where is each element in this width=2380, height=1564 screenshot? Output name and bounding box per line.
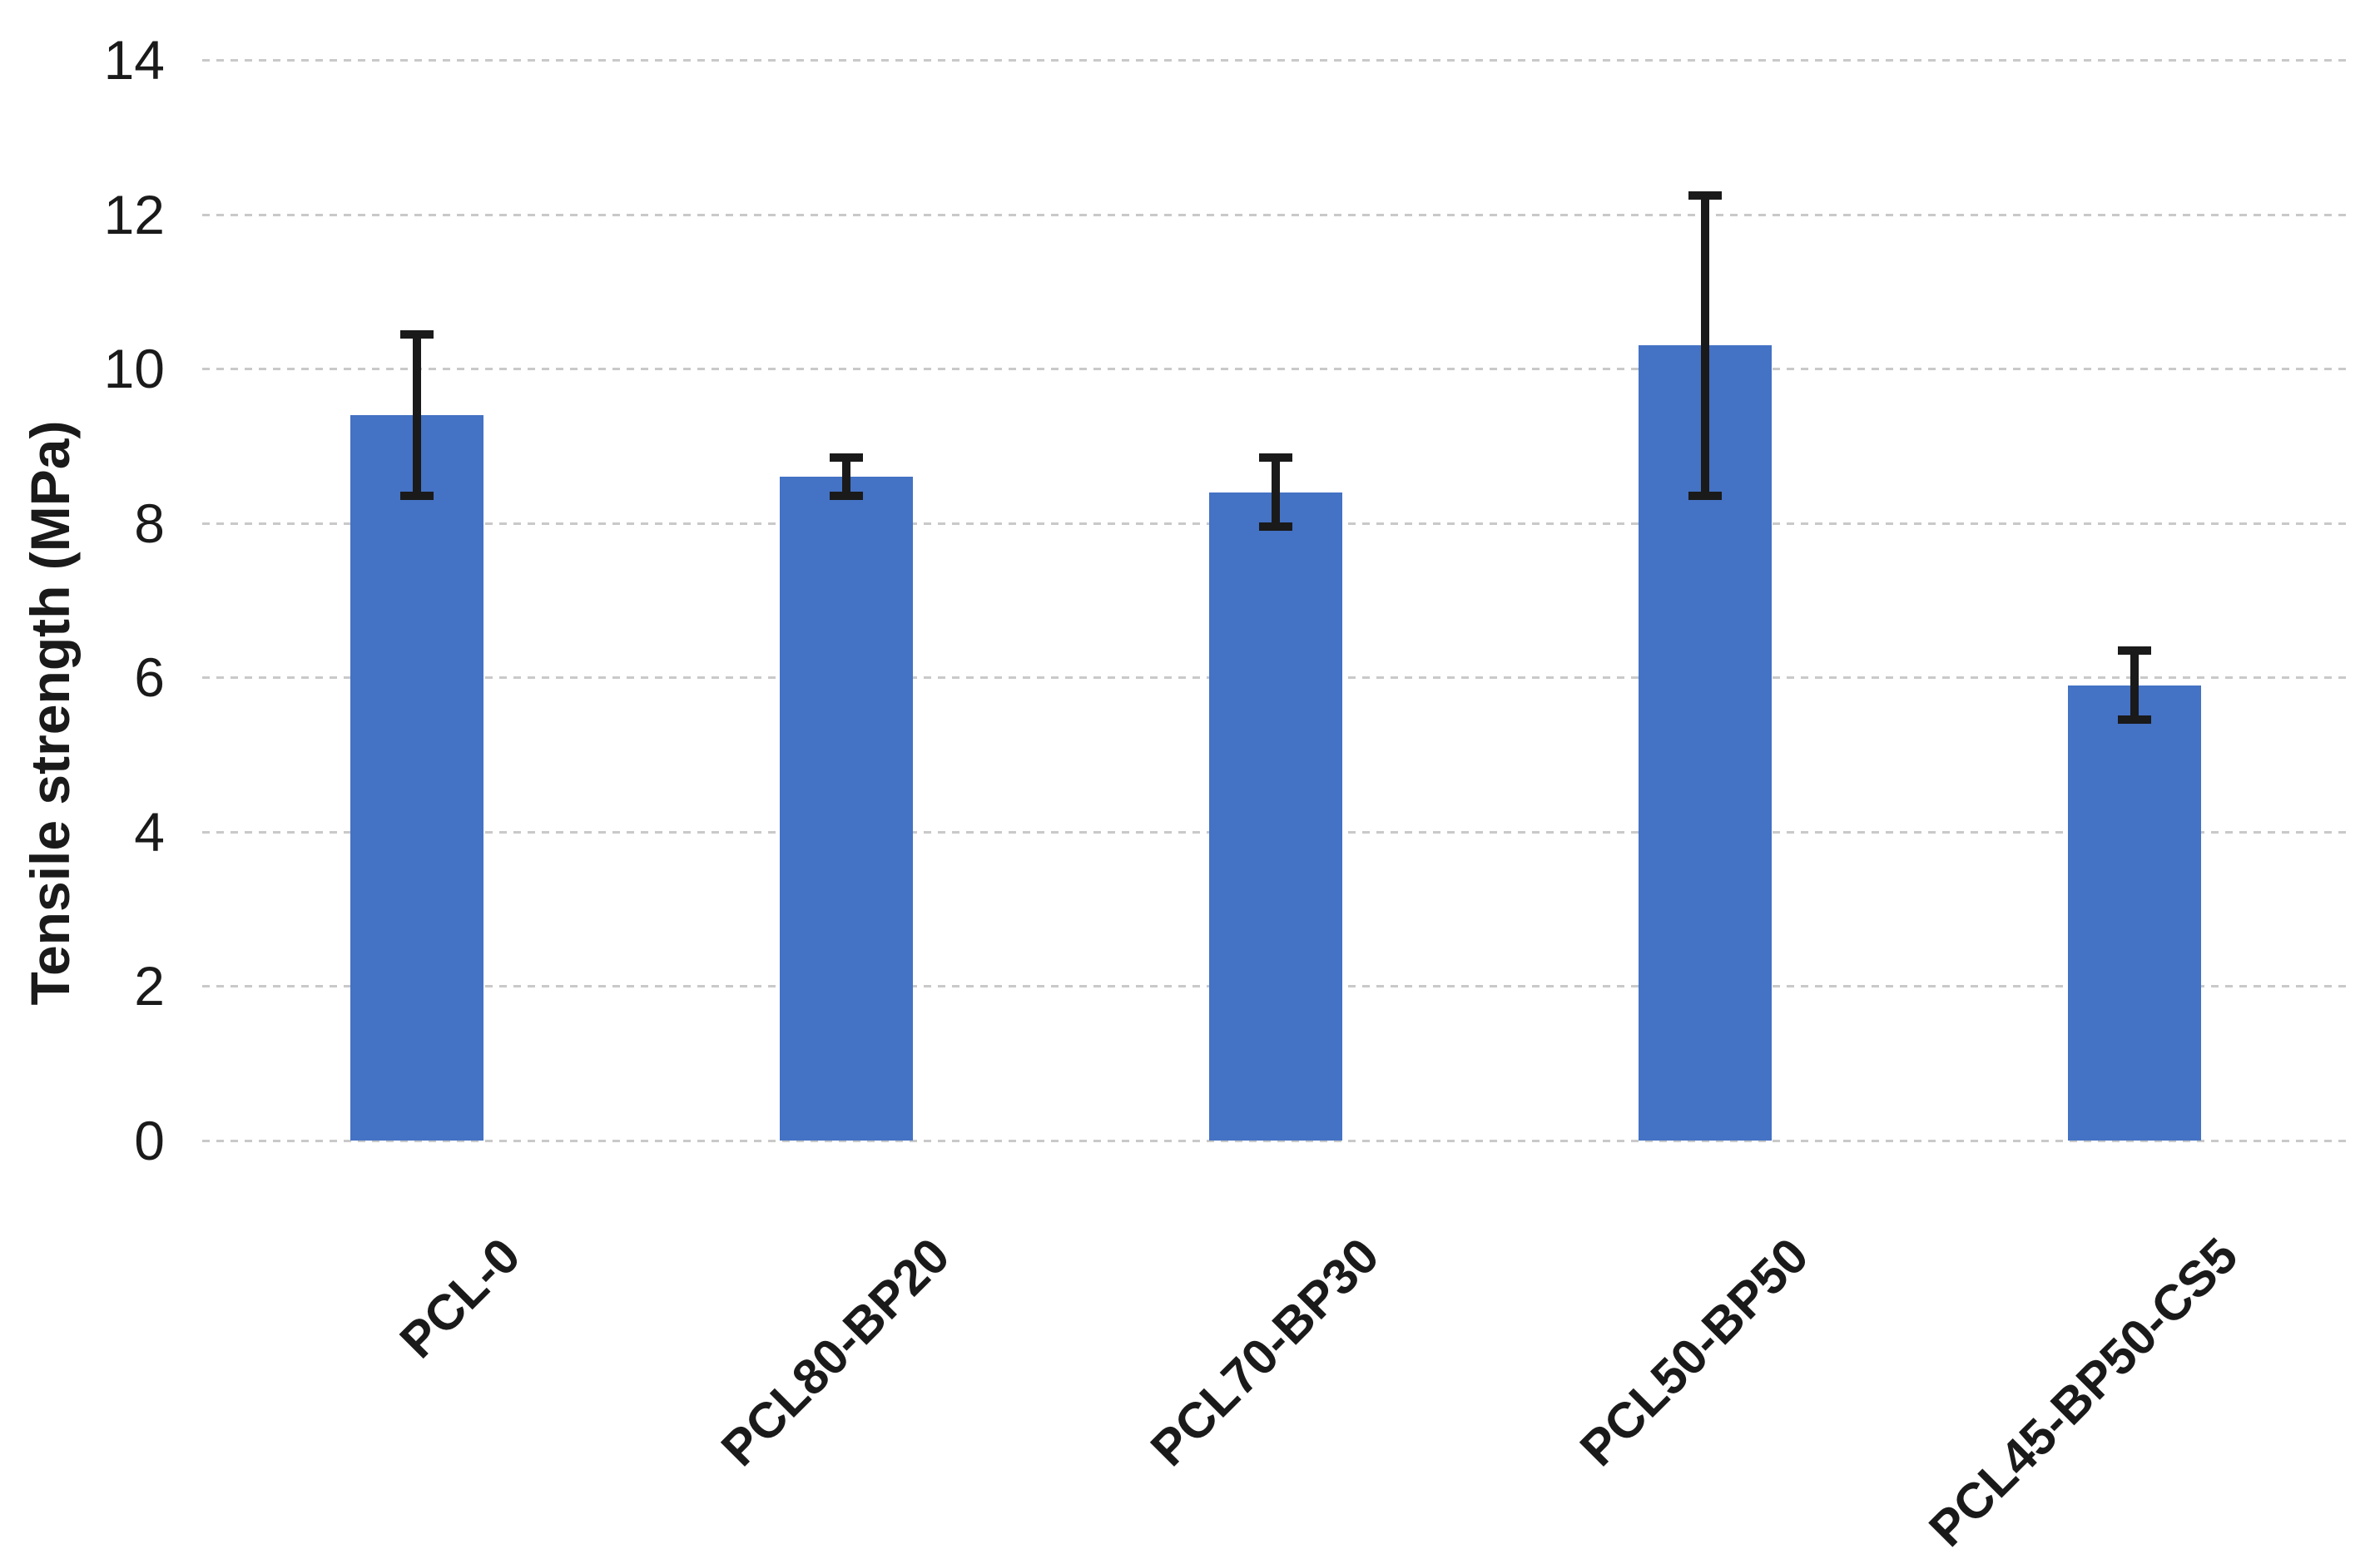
error-bar-cap-top-PCL-0 bbox=[400, 329, 434, 339]
x-category-label-PCL80-BP20: PCL80-BP20 bbox=[710, 1227, 960, 1477]
y-tick-label-12: 12 bbox=[103, 183, 165, 245]
error-bar-cap-top-PCL80-BP20 bbox=[830, 453, 863, 463]
error-bar-cap-bottom-PCL50-BP50 bbox=[1688, 491, 1722, 500]
plot-area bbox=[202, 59, 2349, 1142]
y-tick-label-10: 10 bbox=[103, 338, 165, 400]
gridline-y-12 bbox=[202, 213, 2349, 216]
y-tick-label-8: 8 bbox=[134, 492, 165, 554]
bar-PCL80-BP20 bbox=[780, 477, 913, 1141]
error-bar-cap-bottom-PCL70-BP30 bbox=[1259, 522, 1292, 531]
x-category-label-PCL70-BP30: PCL70-BP30 bbox=[1139, 1227, 1390, 1477]
gridline-y-10 bbox=[202, 368, 2349, 371]
x-category-label-PCL45-BP50-CS5: PCL45-BP50-CS5 bbox=[1918, 1227, 2249, 1557]
gridline-y-0 bbox=[202, 1140, 2349, 1142]
error-bar-whisker-PCL50-BP50 bbox=[1701, 191, 1709, 500]
error-bar-whisker-PCL-0 bbox=[413, 329, 421, 500]
bar-PCL-0 bbox=[350, 414, 483, 1141]
error-bar-whisker-PCL70-BP30 bbox=[1272, 453, 1280, 531]
error-bar-cap-bottom-PCL-0 bbox=[400, 491, 434, 500]
y-tick-label-2: 2 bbox=[134, 955, 165, 1017]
y-tick-label-4: 4 bbox=[134, 800, 165, 863]
error-bar-cap-top-PCL45-BP50-CS5 bbox=[2118, 646, 2151, 656]
bar-PCL45-BP50-CS5 bbox=[2068, 685, 2201, 1141]
x-category-label-PCL-0: PCL-0 bbox=[389, 1227, 531, 1369]
error-bar-cap-bottom-PCL80-BP20 bbox=[830, 491, 863, 500]
y-tick-label-6: 6 bbox=[134, 646, 165, 709]
error-bar-cap-top-PCL50-BP50 bbox=[1688, 191, 1722, 200]
error-bar-cap-bottom-PCL45-BP50-CS5 bbox=[2118, 715, 2151, 724]
y-tick-label-14: 14 bbox=[103, 29, 165, 91]
error-bar-whisker-PCL45-BP50-CS5 bbox=[2130, 646, 2139, 724]
y-tick-label-0: 0 bbox=[134, 1110, 165, 1171]
bar-PCL70-BP30 bbox=[1209, 492, 1342, 1141]
gridline-y-14 bbox=[202, 59, 2349, 62]
error-bar-cap-top-PCL70-BP30 bbox=[1259, 453, 1292, 463]
error-bar-whisker-PCL80-BP20 bbox=[842, 453, 850, 500]
x-category-label-PCL50-BP50: PCL50-BP50 bbox=[1569, 1227, 1819, 1477]
